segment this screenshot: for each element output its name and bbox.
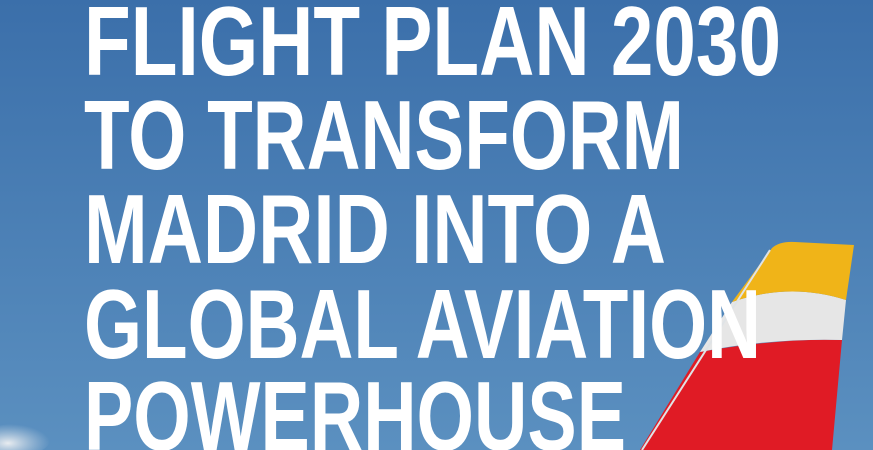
headline: FLIGHT PLAN 2030 TO TRANSFORM MADRID INT… [84, 0, 781, 450]
headline-line-3: MADRID INTO A [84, 174, 666, 284]
tail-red-section [640, 339, 842, 450]
cloud [0, 424, 50, 450]
headline-line-4: GLOBAL AVIATION [84, 269, 761, 379]
headline-line-5: POWERHOUSE [84, 361, 626, 450]
headline-line-1: FLIGHT PLAN 2030 [84, 0, 781, 96]
airplane-tail [640, 241, 854, 450]
tail-white-section [700, 291, 846, 352]
headline-line-2: TO TRANSFORM [84, 80, 684, 190]
tail-yellow-section [732, 241, 854, 302]
tail-leading-edge [641, 249, 771, 450]
